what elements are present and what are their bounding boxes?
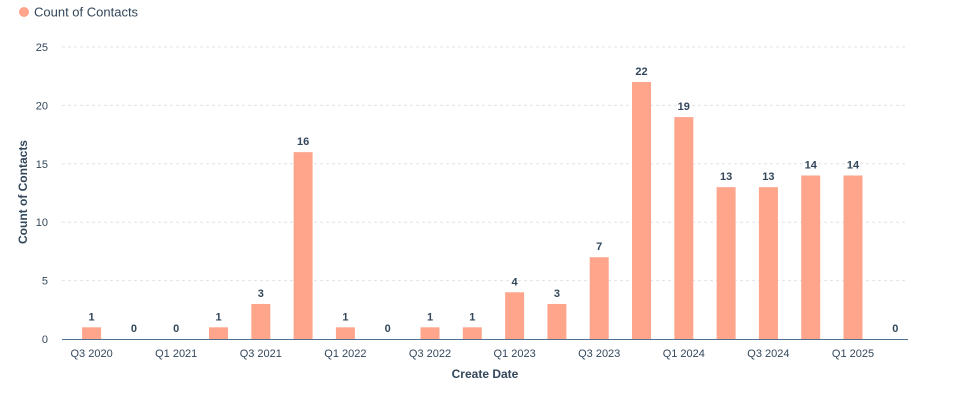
x-tick-label: Q1 2025	[832, 348, 874, 360]
x-tick-label: Q1 2022	[324, 348, 366, 360]
data-label: 0	[385, 323, 391, 335]
gridlines	[62, 46, 908, 282]
y-axis-title: Count of Contacts	[16, 140, 30, 244]
x-axis-title: Create Date	[452, 367, 519, 381]
bar[interactable]	[420, 327, 440, 339]
y-tick-label: 0	[42, 334, 48, 346]
data-label: 1	[215, 311, 221, 323]
data-label: 3	[258, 288, 264, 300]
data-label: 0	[131, 323, 137, 335]
x-tick-label: Q3 2022	[409, 348, 451, 360]
bar[interactable]	[632, 82, 652, 339]
x-tick-label: Q1 2021	[155, 348, 197, 360]
data-label: 7	[596, 241, 602, 253]
data-label: 13	[762, 171, 774, 183]
data-label: 1	[89, 311, 95, 323]
bar[interactable]	[209, 327, 229, 339]
data-label: 19	[678, 101, 690, 113]
legend-label: Count of Contacts	[34, 5, 139, 20]
x-tick-label: Q3 2020	[71, 348, 113, 360]
legend[interactable]: Count of Contacts	[19, 5, 139, 20]
legend-swatch-count-of-contacts	[19, 7, 29, 17]
data-label: 13	[720, 171, 732, 183]
x-axis-ticks: Q3 2020 Q1 2021 Q3 2021 Q1 2022 Q3 2022 Q1 20…	[71, 348, 875, 360]
bar[interactable]	[251, 303, 271, 339]
data-label: 0	[173, 323, 179, 335]
bar[interactable]	[462, 327, 482, 339]
data-label: 1	[469, 311, 475, 323]
x-tick-label: Q3 2021	[240, 348, 282, 360]
x-tick-label: Q3 2023	[578, 348, 620, 360]
bar[interactable]	[674, 117, 694, 339]
data-label: 1	[342, 311, 348, 323]
bar[interactable]	[293, 152, 313, 339]
x-tick-label: Q3 2024	[747, 348, 789, 360]
y-tick-label: 25	[36, 42, 48, 54]
y-axis-ticks: 0 5 10 15 20 25	[36, 42, 48, 346]
x-tick-label: Q1 2024	[663, 348, 705, 360]
y-tick-label: 10	[36, 217, 48, 229]
bar[interactable]	[758, 187, 778, 339]
bar[interactable]	[547, 303, 567, 339]
data-label: 0	[892, 323, 898, 335]
bar[interactable]	[843, 175, 863, 339]
bar[interactable]	[716, 187, 736, 339]
bar[interactable]	[801, 175, 821, 339]
data-label: 4	[512, 276, 519, 288]
data-label: 14	[805, 159, 818, 171]
y-tick-label: 20	[36, 100, 48, 112]
data-label: 22	[635, 66, 647, 78]
bars	[82, 82, 863, 339]
x-tick-label: Q1 2023	[494, 348, 536, 360]
data-label: 3	[554, 288, 560, 300]
bar[interactable]	[82, 327, 102, 339]
bar[interactable]	[505, 292, 525, 339]
data-label: 16	[297, 136, 309, 148]
data-label: 14	[847, 159, 860, 171]
y-tick-label: 5	[42, 276, 48, 288]
y-tick-label: 15	[36, 159, 48, 171]
bar[interactable]	[335, 327, 355, 339]
bar[interactable]	[589, 257, 609, 339]
data-label: 1	[427, 311, 433, 323]
